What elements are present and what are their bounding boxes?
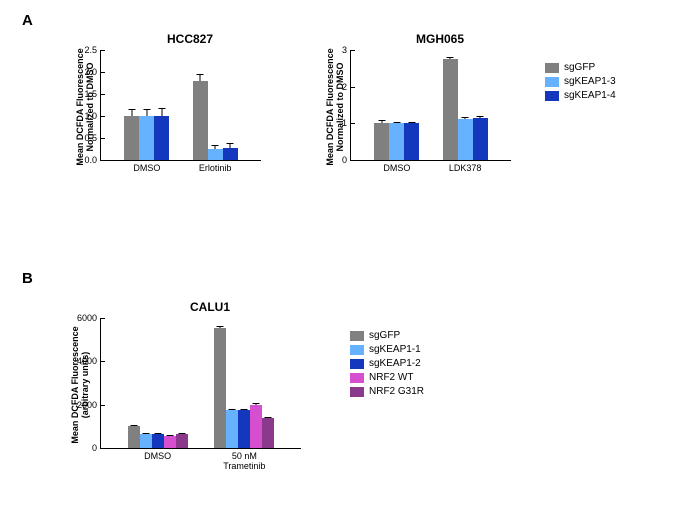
legend-label: sgKEAP1-1 [369,344,421,355]
bar [238,410,250,448]
error-bar [169,435,170,436]
chart-hcc827: HCC827 0.00.51.01.52.02.5DMSOErlotinib M… [100,32,280,161]
error-bar [230,143,231,147]
chart-title: HCC827 [100,32,280,46]
chart-mgh065: MGH065 0123DMSOLDK378 Mean DCFDA Fluores… [350,32,530,161]
bar [404,123,419,160]
bar [152,434,164,448]
bar [139,116,154,160]
xlabel: Erlotinib [193,160,238,173]
bar [214,328,226,448]
legend-b: sgGFP sgKEAP1-1 sgKEAP1-2 NRF2 WT NRF2 G31R [350,330,424,400]
legend-item: NRF2 G31R [350,386,424,397]
bar [250,405,262,448]
error-bar [161,108,162,116]
bar [176,434,188,448]
yaxis-label: Mean DCFDA FluorescenceNormalized to DMS… [75,47,95,167]
bar [226,410,238,448]
error-bar [465,117,466,118]
error-bar [157,433,158,434]
error-bar [450,57,451,59]
error-bar [396,122,397,124]
legend-item: sgKEAP1-1 [350,344,424,355]
xlabel: DMSO [128,448,188,461]
bar [223,148,238,160]
legend-swatch [350,373,364,383]
chart-title: MGH065 [350,32,530,46]
legend-label: sgGFP [369,330,400,341]
bar [443,59,458,160]
legend-item: NRF2 WT [350,372,424,383]
error-bar [181,433,182,434]
bar [458,119,473,160]
error-bar [232,409,233,410]
bar [154,116,169,160]
legend-label: NRF2 WT [369,372,413,383]
legend-swatch [350,359,364,369]
bar [473,118,488,160]
error-bar [480,116,481,117]
legend-swatch [545,91,559,101]
chart-calu1: CALU1 0200040006000DMSO50 nM Trametinib … [100,300,320,449]
plot-area: 0.00.51.01.52.02.5DMSOErlotinib [100,50,261,161]
xlabel: DMSO [374,160,419,173]
legend-label: sgGFP [564,62,595,73]
error-bar [133,425,134,426]
panel-a-label: A [22,12,33,29]
legend-swatch [350,345,364,355]
legend-swatch [350,387,364,397]
xlabel: DMSO [124,160,169,173]
bar [193,81,208,160]
legend-swatch [350,331,364,341]
legend-label: sgKEAP1-3 [564,76,616,87]
error-bar [220,326,221,327]
bar [389,123,404,160]
legend-swatch [545,63,559,73]
chart-title: CALU1 [100,300,320,314]
ytick: 0 [92,443,101,453]
bar [164,436,176,448]
error-bar [215,145,216,149]
panel-b-label: B [22,270,33,287]
legend-item: sgKEAP1-4 [545,90,616,101]
error-bar [244,409,245,410]
legend-swatch [545,77,559,87]
legend-item: sgGFP [350,330,424,341]
error-bar [411,122,412,124]
bar [140,434,152,448]
plot-area: 0200040006000DMSO50 nM Trametinib [100,318,301,449]
error-bar [256,403,257,405]
bar [128,426,140,448]
bar [262,418,274,448]
ytick: 6000 [77,313,101,323]
legend-item: sgGFP [545,62,616,73]
error-bar [146,109,147,116]
legend-item: sgKEAP1-3 [545,76,616,87]
xlabel: 50 nM Trametinib [214,448,274,471]
bar [208,149,223,160]
plot-area: 0123DMSOLDK378 [350,50,511,161]
error-bar [381,120,382,124]
legend-a: sgGFP sgKEAP1-3 sgKEAP1-4 [545,62,616,104]
yaxis-label: Mean DCFDA FluorescenceNormalized to DMS… [325,47,345,167]
legend-label: sgKEAP1-2 [369,358,421,369]
error-bar [200,74,201,81]
error-bar [131,109,132,116]
legend-item: sgKEAP1-2 [350,358,424,369]
yaxis-label: Mean DCFDA Fluorescence(arbitrary units) [70,325,90,445]
bar [374,123,389,160]
legend-label: sgKEAP1-4 [564,90,616,101]
legend-label: NRF2 G31R [369,386,424,397]
xlabel: LDK378 [443,160,488,173]
error-bar [268,417,269,418]
bar [124,116,139,160]
error-bar [145,433,146,434]
